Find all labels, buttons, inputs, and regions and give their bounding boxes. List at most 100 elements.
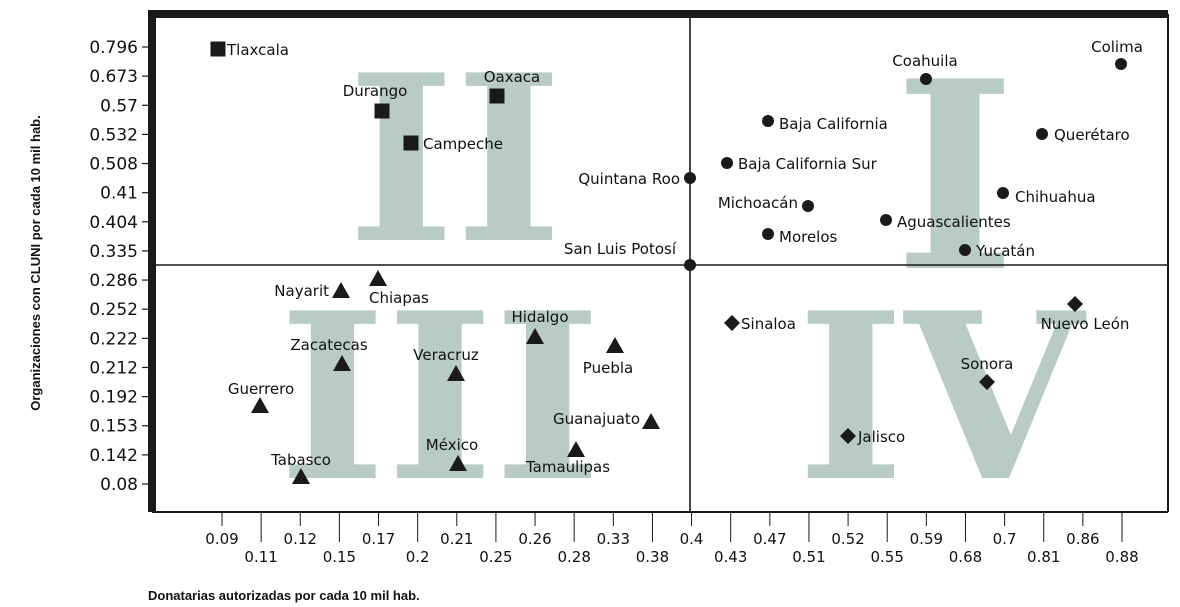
y-tick-label: 0.404 [89, 213, 138, 233]
x-tick-label: 0.88 [1105, 548, 1138, 566]
point-marker-hidalgo [526, 328, 544, 344]
point-marker-san-luis-potosi [684, 259, 696, 271]
y-tick-label: 0.286 [89, 271, 138, 291]
point-marker-sinaloa [724, 315, 740, 331]
x-tick-label: 0.7 [993, 530, 1017, 548]
x-tick-label: 0.12 [284, 530, 317, 548]
x-tick-label: 0.52 [831, 530, 864, 548]
y-tick-label: 0.08 [100, 475, 138, 495]
point-marker-coahuila [920, 73, 932, 85]
point-label-veracruz: Veracruz [413, 346, 479, 364]
point-marker-zacatecas [333, 355, 351, 371]
y-tick-label: 0.41 [100, 184, 138, 204]
point-label-michoacan: Michoacán [718, 194, 798, 212]
point-marker-chihuahua [997, 187, 1009, 199]
point-label-campeche: Campeche [423, 135, 503, 153]
y-tick-label: 0.212 [89, 358, 138, 378]
point-marker-quintana-roo [684, 172, 696, 184]
x-tick-label: 0.11 [244, 548, 277, 566]
point-label-guerrero: Guerrero [228, 380, 294, 398]
point-marker-jalisco [840, 428, 856, 444]
point-label-baja-california: Baja California [779, 115, 888, 133]
point-marker-chiapas [369, 270, 387, 286]
x-tick-label: 0.38 [636, 548, 669, 566]
point-label-guanajuato: Guanajuato [553, 410, 640, 428]
y-tick-label: 0.532 [89, 125, 138, 145]
point-label-tabasco: Tabasco [270, 451, 331, 469]
point-marker-morelos [762, 228, 774, 240]
point-marker-michoacan [802, 200, 814, 212]
x-tick-label: 0.68 [949, 548, 982, 566]
point-marker-colima [1115, 58, 1127, 70]
x-tick-label: 0.81 [1027, 548, 1060, 566]
y-tick-label: 0.192 [89, 388, 138, 408]
point-label-coahuila: Coahuila [892, 52, 957, 70]
point-marker-mexico [449, 455, 467, 471]
quadrant-label-iv: IV [797, 263, 1087, 533]
y-tick-label: 0.673 [89, 67, 138, 87]
x-tick-label: 0.09 [205, 530, 238, 548]
point-label-sonora: Sonora [961, 355, 1014, 373]
y-tick-label: 0.796 [89, 38, 138, 58]
x-tick-label: 0.51 [792, 548, 825, 566]
x-tick-label: 0.17 [362, 530, 395, 548]
y-axis-title: Organizaciones con CLUNI por cada 10 mil… [28, 115, 43, 410]
x-tick-label: 0.33 [597, 530, 630, 548]
point-label-tamaulipas: Tamaulipas [525, 458, 610, 476]
point-label-mexico: México [426, 436, 478, 454]
point-label-queretaro: Querétaro [1054, 126, 1130, 144]
x-tick-label: 0.55 [871, 548, 904, 566]
point-label-oaxaca: Oaxaca [484, 68, 541, 86]
point-label-sinaloa: Sinaloa [741, 315, 796, 333]
point-marker-oaxaca [489, 88, 505, 104]
point-marker-durango [374, 103, 390, 119]
x-tick-label: 0.86 [1066, 530, 1099, 548]
quadrant-label-iii: III [279, 263, 602, 533]
point-label-nuevo-leon: Nuevo León [1041, 315, 1130, 333]
point-label-chihuahua: Chihuahua [1015, 188, 1096, 206]
point-label-zacatecas: Zacatecas [290, 336, 367, 354]
point-marker-yucatan [959, 244, 971, 256]
point-label-tlaxcala: Tlaxcala [226, 41, 289, 59]
point-marker-nayarit [332, 282, 350, 298]
point-marker-campeche [403, 135, 419, 151]
x-tick-label: 0.25 [479, 548, 512, 566]
y-tick-label: 0.252 [89, 300, 138, 320]
x-tick-label: 0.21 [440, 530, 473, 548]
point-label-colima: Colima [1091, 38, 1143, 56]
point-label-puebla: Puebla [583, 359, 633, 377]
point-marker-tabasco [292, 468, 310, 484]
point-marker-puebla [606, 337, 624, 353]
x-tick-label: 0.59 [910, 530, 943, 548]
x-tick-label: 0.4 [680, 530, 704, 548]
x-tick-label: 0.47 [753, 530, 786, 548]
point-marker-tlaxcala [210, 41, 226, 57]
y-tick-label: 0.222 [89, 329, 138, 349]
x-axis-title: Donatarias autorizadas por cada 10 mil h… [148, 588, 420, 603]
point-marker-baja-california [762, 115, 774, 127]
point-marker-baja-california-sur [721, 157, 733, 169]
point-marker-guanajuato [642, 413, 660, 429]
quadrant-label-ii: II [347, 25, 562, 295]
quadrant-label-i: I [894, 25, 1016, 330]
point-marker-aguascalientes [880, 214, 892, 226]
y-tick-label: 0.153 [89, 417, 138, 437]
x-tick-label: 0.26 [518, 530, 551, 548]
point-marker-sonora [979, 374, 995, 390]
point-marker-tamaulipas [567, 441, 585, 457]
x-tick-label: 0.43 [714, 548, 747, 566]
x-tick-label: 0.15 [323, 548, 356, 566]
y-tick-label: 0.335 [89, 242, 138, 262]
point-label-chiapas: Chiapas [369, 289, 429, 307]
point-label-san-luis-potosi: San Luis Potosí [564, 240, 677, 258]
point-marker-nuevo-leon [1067, 296, 1083, 312]
point-marker-queretaro [1036, 128, 1048, 140]
point-label-jalisco: Jalisco [857, 428, 905, 446]
point-marker-guerrero [251, 397, 269, 413]
point-label-yucatan: Yucatán [975, 242, 1035, 260]
point-label-morelos: Morelos [779, 228, 838, 246]
y-tick-label: 0.508 [89, 155, 138, 175]
x-tick-label: 0.2 [406, 548, 430, 566]
point-label-durango: Durango [343, 82, 408, 100]
